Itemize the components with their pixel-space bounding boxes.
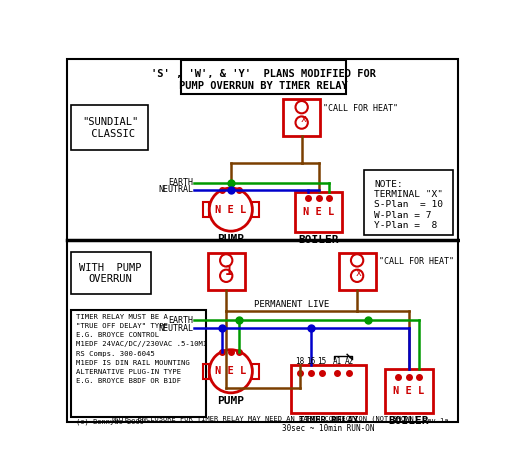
Text: 1: 1 — [225, 264, 233, 278]
Text: PUMP OVERRUN BY TIMER RELAY: PUMP OVERRUN BY TIMER RELAY — [179, 80, 348, 90]
Text: N E L: N E L — [215, 205, 246, 215]
Text: TIMER RELAY: TIMER RELAY — [299, 416, 358, 425]
Text: PUMP: PUMP — [217, 396, 244, 406]
Text: N E L: N E L — [215, 366, 246, 377]
Text: 'S' , 'W', & 'Y'  PLANS MODIFIED FOR: 'S' , 'W', & 'Y' PLANS MODIFIED FOR — [151, 69, 376, 79]
Text: NEUTRAL: NEUTRAL — [158, 324, 193, 333]
Text: EARTH: EARTH — [168, 178, 193, 187]
Text: PUMP: PUMP — [217, 234, 244, 244]
Text: M1EDF IS DIN RAIL MOUNTING: M1EDF IS DIN RAIL MOUNTING — [76, 360, 190, 366]
Text: (c) Bennydc 2009: (c) Bennydc 2009 — [76, 418, 144, 425]
Text: 30sec ~ 10min RUN-ON: 30sec ~ 10min RUN-ON — [283, 424, 375, 433]
Text: WITH  PUMP
OVERRUN: WITH PUMP OVERRUN — [79, 263, 142, 284]
Text: NOTE: ENCLOSURE FOR TIMER RELAY MAY NEED AN EARTH CONNECTION (NOT SHOWN): NOTE: ENCLOSURE FOR TIMER RELAY MAY NEED… — [113, 416, 418, 422]
Text: E.G. BROYCE CONTROL: E.G. BROYCE CONTROL — [76, 332, 159, 338]
Text: RS Comps. 300-6045: RS Comps. 300-6045 — [76, 350, 155, 357]
Text: N E L: N E L — [393, 386, 424, 396]
Text: 15: 15 — [317, 357, 326, 366]
Text: 16: 16 — [306, 357, 315, 366]
Text: A2: A2 — [345, 357, 354, 366]
Text: x: x — [300, 115, 306, 125]
Text: "SUNDIAL"
 CLASSIC: "SUNDIAL" CLASSIC — [82, 117, 138, 139]
Text: PERMANENT LIVE: PERMANENT LIVE — [254, 300, 329, 309]
Text: ALTERNATIVE PLUG-IN TYPE: ALTERNATIVE PLUG-IN TYPE — [76, 369, 181, 375]
Text: BOILER: BOILER — [298, 235, 339, 245]
Text: "CALL FOR HEAT": "CALL FOR HEAT" — [379, 258, 454, 267]
Text: x: x — [356, 268, 361, 278]
Text: E.G. BROYCE B8DF OR B1DF: E.G. BROYCE B8DF OR B1DF — [76, 378, 181, 384]
Text: "TRUE OFF DELAY" TYPE: "TRUE OFF DELAY" TYPE — [76, 323, 168, 329]
Text: "CALL FOR HEAT": "CALL FOR HEAT" — [323, 104, 398, 113]
Text: NEUTRAL: NEUTRAL — [158, 185, 193, 194]
Text: BOILER: BOILER — [389, 416, 429, 426]
Text: TIMER RELAY MUST BE A: TIMER RELAY MUST BE A — [76, 314, 168, 319]
Text: EARTH: EARTH — [168, 316, 193, 325]
Text: Rev 1a: Rev 1a — [423, 418, 449, 424]
Text: M1EDF 24VAC/DC//230VAC .5-10MI: M1EDF 24VAC/DC//230VAC .5-10MI — [76, 341, 207, 347]
Text: N E L: N E L — [303, 207, 334, 217]
Text: 18: 18 — [295, 357, 305, 366]
Text: A1: A1 — [332, 357, 342, 366]
Text: NOTE:
TERMINAL "X"
S-Plan  = 10
W-Plan = 7
Y-Plan =  8: NOTE: TERMINAL "X" S-Plan = 10 W-Plan = … — [374, 179, 443, 230]
